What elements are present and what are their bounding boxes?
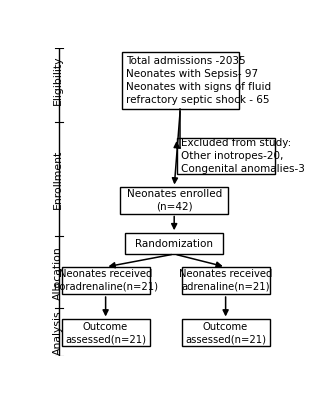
Text: Excluded from study:
Other inotropes-20,
Congenital anomalies-3: Excluded from study: Other inotropes-20,… (181, 138, 305, 174)
Text: Randomization: Randomization (135, 238, 213, 248)
Text: Analysis: Analysis (53, 310, 63, 355)
FancyBboxPatch shape (120, 187, 228, 214)
Text: Neonates received
noradrenaline(n=21): Neonates received noradrenaline(n=21) (53, 269, 158, 292)
Text: Neonates received
adrenaline(n=21): Neonates received adrenaline(n=21) (179, 269, 272, 292)
FancyBboxPatch shape (62, 319, 150, 346)
Text: Neonates enrolled
(n=42): Neonates enrolled (n=42) (127, 189, 222, 212)
FancyBboxPatch shape (182, 319, 270, 346)
FancyBboxPatch shape (62, 267, 150, 294)
Text: Outcome
assessed(n=21): Outcome assessed(n=21) (65, 322, 146, 344)
FancyBboxPatch shape (177, 138, 275, 174)
Text: Allocation: Allocation (53, 246, 63, 300)
FancyBboxPatch shape (122, 52, 239, 109)
Text: Enrollment: Enrollment (53, 149, 63, 208)
Text: Outcome
assessed(n=21): Outcome assessed(n=21) (185, 322, 266, 344)
FancyBboxPatch shape (125, 233, 223, 254)
FancyBboxPatch shape (182, 267, 270, 294)
Text: Eligibility: Eligibility (53, 56, 63, 105)
Text: Total admissions -2035
Neonates with Sepsis- 97
Neonates with signs of fluid
ref: Total admissions -2035 Neonates with Sep… (126, 56, 271, 104)
